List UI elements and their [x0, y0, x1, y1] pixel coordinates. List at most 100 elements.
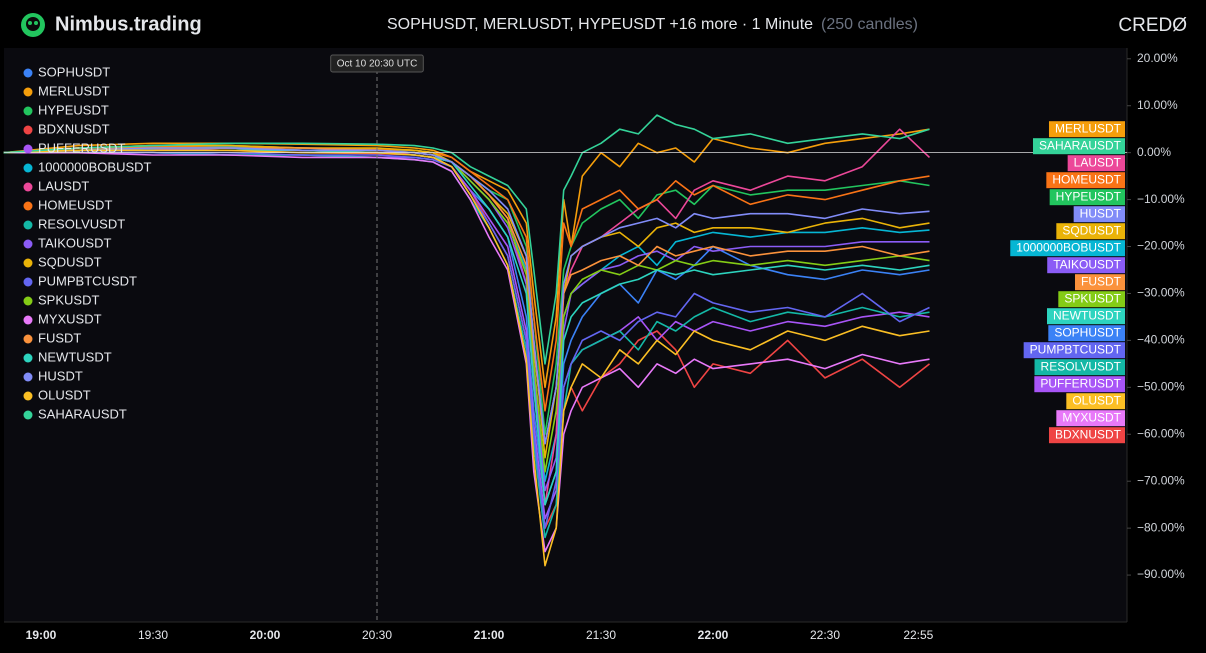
- last-value-label: HYPEUSDT: [1056, 189, 1122, 203]
- legend-label: SPKUSDT: [38, 292, 99, 307]
- legend-label: SAHARAUSDT: [38, 406, 127, 421]
- last-value-bg: [1048, 427, 1125, 444]
- y-tick-label: 10.00%: [1137, 98, 1178, 112]
- legend-label: 1000000BOBUSDT: [38, 159, 152, 174]
- last-value-label: LAUSDT: [1074, 155, 1122, 169]
- y-tick-label: −20.00%: [1137, 239, 1185, 253]
- last-value-tag: MERLUSDT: [1048, 121, 1125, 138]
- last-value-bg: [1010, 240, 1125, 257]
- legend-swatch: [23, 220, 33, 230]
- chart-title: SOPHUSDT, MERLUSDT, HYPEUSDT +16 more · …: [387, 16, 813, 33]
- last-value-tag: PUFFERUSDT: [1034, 376, 1125, 393]
- brand: Nimbus.trading: [55, 13, 202, 35]
- last-value-bg: [1067, 155, 1125, 172]
- x-tick-label: 22:00: [698, 628, 729, 642]
- last-value-bg: [1047, 308, 1125, 325]
- last-value-label: SQDUSDT: [1062, 223, 1121, 237]
- legend-label: PUMPBTCUSDT: [38, 273, 137, 288]
- legend-label: FUSDT: [38, 330, 81, 345]
- legend-label: PUFFERUSDT: [38, 140, 125, 155]
- legend-swatch: [23, 182, 33, 192]
- x-tick-label: 19:00: [26, 628, 57, 642]
- last-value-label: PUFFERUSDT: [1040, 376, 1121, 390]
- legend-label: HOMEUSDT: [38, 197, 112, 212]
- chart-subtitle: (250 candles): [821, 16, 918, 33]
- legend-label: MYXUSDT: [38, 311, 102, 326]
- last-value-tag: OLUSDT: [1066, 393, 1125, 410]
- last-value-bg: [1056, 223, 1125, 240]
- series-line: [3, 149, 930, 567]
- legend-label: HUSDT: [38, 368, 83, 383]
- x-tick-label: 19:30: [138, 628, 168, 642]
- last-value-bg: [1066, 393, 1125, 410]
- legend-label: BDXNUSDT: [38, 121, 110, 136]
- last-value-bg: [1034, 376, 1125, 393]
- y-tick-label: −90.00%: [1137, 567, 1185, 581]
- last-value-tag: PUMPBTCUSDT: [1023, 342, 1125, 359]
- y-tick-label: −50.00%: [1137, 380, 1185, 394]
- x-tick-label: 22:30: [810, 628, 840, 642]
- legend-label: RESOLVUSDT: [38, 216, 125, 231]
- last-value-tag: HOMEUSDT: [1046, 172, 1125, 189]
- legend-swatch: [23, 144, 33, 154]
- series-line: [3, 147, 930, 445]
- last-value-label: RESOLVUSDT: [1041, 359, 1122, 373]
- last-value-label: NEWTUSDT: [1053, 308, 1122, 322]
- x-tick-label: 20:00: [250, 628, 281, 642]
- legend-label: SOPHUSDT: [38, 64, 110, 79]
- y-tick-label: −70.00%: [1137, 473, 1185, 487]
- legend-swatch: [23, 353, 33, 363]
- series-line: [3, 128, 930, 389]
- last-value-tag: MYXUSDT: [1056, 410, 1125, 427]
- logo-text: CREDØ: [1118, 15, 1187, 36]
- last-value-label: HOMEUSDT: [1052, 172, 1121, 186]
- y-tick-label: −40.00%: [1137, 333, 1185, 347]
- annotation-label: Oct 10 20:30 UTC: [337, 59, 418, 70]
- legend-swatch: [23, 163, 33, 173]
- last-value-label: FUSDT: [1081, 274, 1122, 288]
- last-value-bg: [1032, 138, 1125, 155]
- last-value-label: MYXUSDT: [1062, 410, 1121, 424]
- last-value-bg: [1023, 342, 1125, 359]
- legend-label: SQDUSDT: [38, 254, 102, 269]
- last-value-tag: LAUSDT: [1067, 155, 1125, 172]
- legend-swatch: [23, 315, 33, 325]
- last-value-bg: [1048, 121, 1125, 138]
- legend-swatch: [23, 258, 33, 268]
- series-line: [3, 151, 930, 529]
- legend-label: OLUSDT: [38, 387, 91, 402]
- legend-swatch: [23, 391, 33, 401]
- legend-swatch: [23, 201, 33, 211]
- last-value-label: SAHARAUSDT: [1039, 138, 1122, 152]
- last-value-bg: [1056, 410, 1125, 427]
- legend-swatch: [23, 87, 33, 97]
- last-value-label: BDXNUSDT: [1055, 427, 1122, 441]
- last-value-bg: [1058, 291, 1125, 308]
- y-tick-label: −80.00%: [1137, 520, 1185, 534]
- x-tick-label: 22:55: [903, 628, 933, 642]
- legend-swatch: [23, 277, 33, 287]
- legend-swatch: [23, 106, 33, 116]
- last-value-tag: 1000000BOBUSDT: [1010, 240, 1125, 257]
- last-value-tag: SQDUSDT: [1056, 223, 1125, 240]
- annotation-box: [330, 54, 424, 73]
- legend-label: NEWTUSDT: [38, 349, 112, 364]
- last-value-tag: SOPHUSDT: [1048, 325, 1125, 342]
- legend-label: LAUSDT: [38, 178, 89, 193]
- last-value-bg: [1046, 172, 1125, 189]
- x-tick-label: 21:00: [474, 628, 505, 642]
- last-value-label: TAIKOUSDT: [1053, 257, 1121, 271]
- last-value-tag: SAHARAUSDT: [1032, 138, 1125, 155]
- y-tick-label: −10.00%: [1137, 192, 1185, 206]
- last-value-tag: FUSDT: [1075, 274, 1125, 291]
- legend-label: MERLUSDT: [38, 83, 110, 98]
- y-tick-label: 20.00%: [1137, 51, 1178, 65]
- plot: [3, 114, 931, 567]
- last-value-bg: [1047, 257, 1125, 274]
- series-line: [3, 114, 930, 365]
- legend-swatch: [23, 68, 33, 78]
- last-value-bg: [1073, 206, 1125, 223]
- last-value-bg: [1049, 189, 1125, 206]
- x-tick-label: 20:30: [362, 628, 392, 642]
